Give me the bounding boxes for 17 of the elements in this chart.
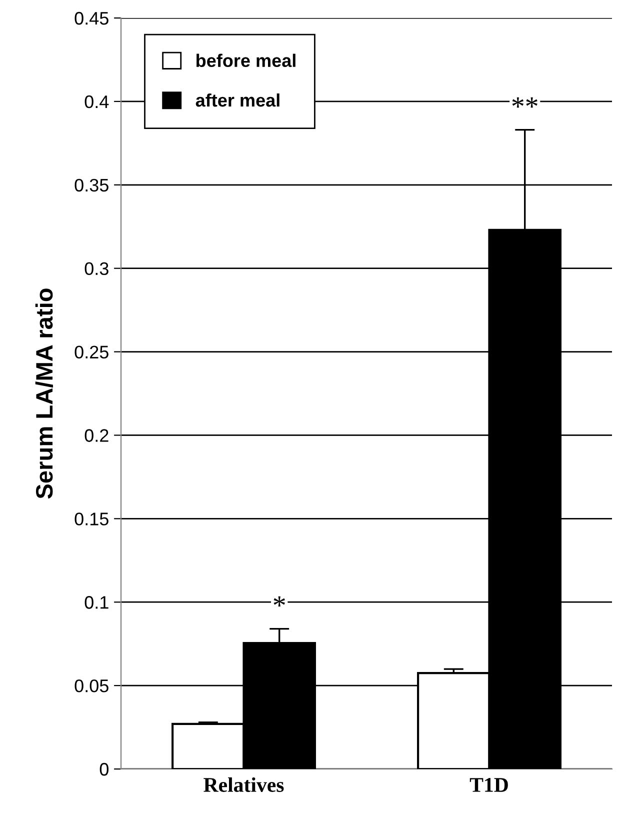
legend-label: before meal [196, 54, 296, 68]
annotation: ** [512, 97, 538, 108]
y-tick-label: 0.4 [84, 95, 109, 108]
y-tick-label: 0.05 [74, 679, 108, 692]
y-tick-label: 0.45 [74, 12, 108, 25]
y-tick-label: 0.1 [84, 596, 108, 609]
y-axis-title: Serum LA/MA ratio [35, 288, 53, 499]
y-tick-label: 0.3 [84, 262, 108, 276]
y-tick-label: 0.15 [74, 512, 108, 526]
y-tick-label: 0 [100, 762, 108, 776]
annotation: * [274, 596, 285, 607]
y-tick-label: 0.25 [74, 346, 108, 358]
y-tick-label: 0.35 [74, 178, 108, 192]
y-tick-label: 0.2 [84, 429, 108, 442]
legend-label: after meal [196, 93, 280, 107]
x-tick-label: Relatives [204, 777, 284, 792]
x-tick-label: T1D [470, 778, 508, 792]
